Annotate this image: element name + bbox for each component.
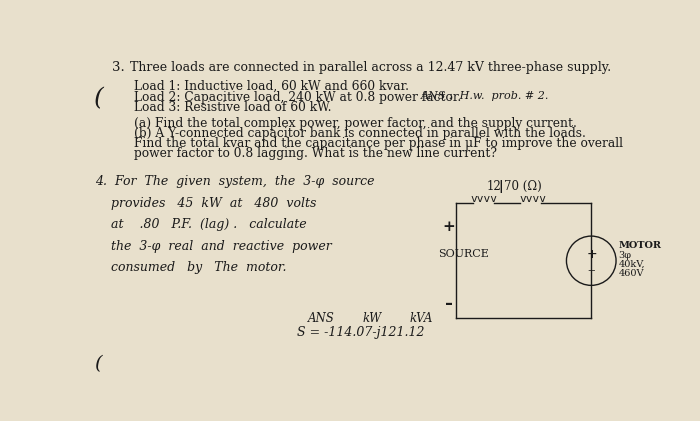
Text: provides   45  kW  at   480  volts: provides 45 kW at 480 volts <box>95 197 316 210</box>
Text: 12: 12 <box>486 180 501 193</box>
Text: +: + <box>587 248 597 261</box>
Text: at    .80   P.F.  (lag) .   calculate: at .80 P.F. (lag) . calculate <box>95 218 307 232</box>
Text: ANS: ANS <box>309 312 335 325</box>
Text: Three loads are connected in parallel across a 12.47 kV three-phase supply.: Three loads are connected in parallel ac… <box>130 61 611 74</box>
Text: S = -114.07-j121.12: S = -114.07-j121.12 <box>297 326 424 339</box>
Text: +: + <box>442 220 455 234</box>
Text: Load 2: Capacitive load, 240 kW at 0.8 power factor.: Load 2: Capacitive load, 240 kW at 0.8 p… <box>134 91 461 104</box>
Text: Find the total kvar and the capacitance per phase in μF to improve the overall: Find the total kvar and the capacitance … <box>134 137 623 150</box>
Text: (: ( <box>94 354 102 373</box>
Text: the  3-φ  real  and  reactive  power: the 3-φ real and reactive power <box>95 240 332 253</box>
Text: kW: kW <box>363 312 382 325</box>
Text: (a) Find the total complex power, power factor, and the supply current.: (a) Find the total complex power, power … <box>134 117 577 130</box>
Text: 70 (Ω): 70 (Ω) <box>504 180 541 193</box>
Text: kVA: kVA <box>409 312 433 325</box>
Text: consumed   by   The  motor.: consumed by The motor. <box>95 261 287 274</box>
Text: MOTOR: MOTOR <box>618 242 662 250</box>
Text: 3φ: 3φ <box>618 251 631 260</box>
Text: Load 1: Inductive load, 60 kW and 660 kvar.: Load 1: Inductive load, 60 kW and 660 kv… <box>134 80 409 93</box>
Text: 3.: 3. <box>112 61 125 74</box>
Text: SOURCE: SOURCE <box>439 249 489 259</box>
Text: 460V: 460V <box>618 269 644 278</box>
Text: 40kV,: 40kV, <box>618 260 645 269</box>
Text: ANS :  H.w.  prob. # 2.: ANS : H.w. prob. # 2. <box>421 91 549 101</box>
Text: (: ( <box>94 87 104 110</box>
Text: vvvv: vvvv <box>520 194 547 204</box>
Text: -: - <box>444 296 453 313</box>
Text: vvvv: vvvv <box>470 194 497 204</box>
Text: Load 3: Resistive load of 60 kW.: Load 3: Resistive load of 60 kW. <box>134 101 332 115</box>
Text: 4.  For  The  given  system,  the  3-φ  source: 4. For The given system, the 3-φ source <box>95 175 374 188</box>
Text: |: | <box>498 180 503 193</box>
Text: –: – <box>587 263 595 277</box>
Text: (b) A Y-connected capacitor bank is connected in parallel with the loads.: (b) A Y-connected capacitor bank is conn… <box>134 127 586 140</box>
Text: power factor to 0.8 lagging. What is the new line current?: power factor to 0.8 lagging. What is the… <box>134 147 497 160</box>
